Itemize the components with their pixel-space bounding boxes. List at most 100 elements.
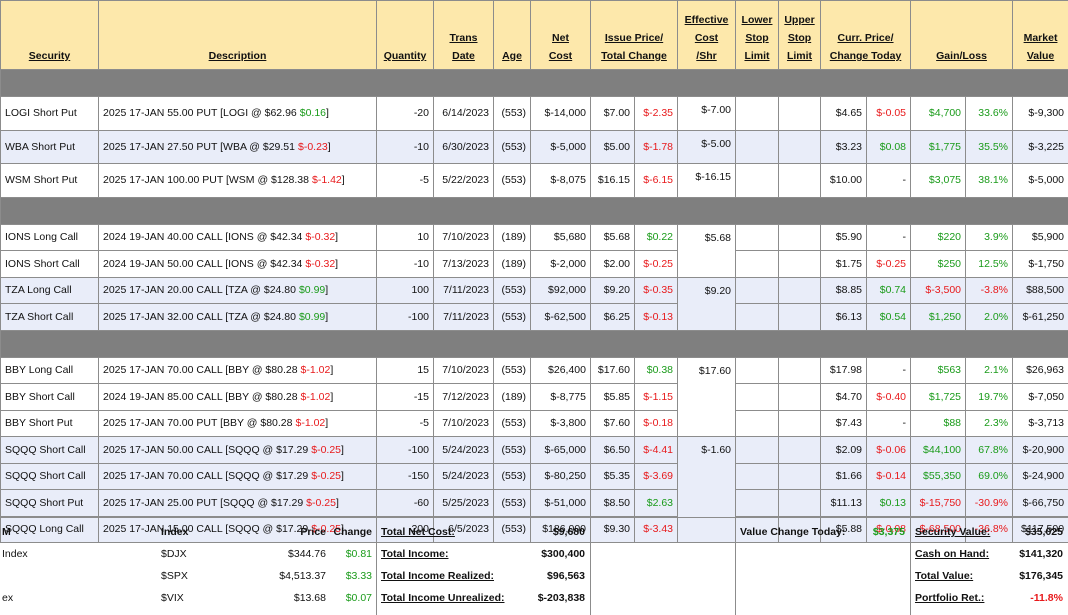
quantity: -10 — [377, 130, 434, 164]
market-value: $-1,750 — [1013, 251, 1068, 278]
security: TZA Long Call — [1, 277, 99, 304]
description-text: 2025 17-JAN 70.00 CALL [BBY @ $80.28 — [103, 364, 298, 376]
description: 2025 17-JAN 55.00 PUT [LOGI @ $62.96$0.1… — [99, 97, 377, 131]
description-text: 2025 17-JAN 27.50 PUT [WBA @ $29.51 — [103, 141, 295, 153]
description-end: ] — [342, 174, 345, 186]
issue-price: $2.00 — [591, 251, 635, 278]
header-line: Date — [438, 47, 489, 65]
description: 2025 17-JAN 70.00 CALL [BBY @ $80.28$-1.… — [99, 357, 377, 384]
security: TZA Short Call — [1, 304, 99, 331]
total-change: $-2.35 — [635, 97, 678, 131]
curr-price: $4.65 — [821, 97, 867, 131]
issue-price: $7.60 — [591, 410, 635, 437]
gain: $1,725 — [911, 384, 966, 411]
curr-price: $7.43 — [821, 410, 867, 437]
gain-pct: 67.8% — [966, 437, 1013, 464]
gain: $220 — [911, 224, 966, 251]
age: (553) — [494, 277, 531, 304]
security: SQQQ Short Call — [1, 437, 99, 464]
column-header: Curr. Price/Change Today — [821, 1, 911, 70]
gain: $55,350 — [911, 463, 966, 490]
header-line: Effective — [682, 11, 731, 29]
security: LOGI Short Put — [1, 97, 99, 131]
upper-stop — [779, 410, 821, 437]
issue-price: $5.68 — [591, 224, 635, 251]
description: 2025 17-JAN 25.00 PUT [SQQQ @ $17.29$-0.… — [99, 490, 377, 517]
gain-pct: -30.9% — [966, 490, 1013, 517]
lower-stop — [736, 277, 779, 304]
header-line: Upper — [783, 11, 816, 29]
curr-price: $10.00 — [821, 164, 867, 198]
underlying-change: $0.99 — [299, 311, 325, 323]
trans-date: 7/10/2023 — [434, 410, 494, 437]
net-cost: $-8,075 — [531, 164, 591, 198]
index-header: Change — [333, 521, 372, 543]
description-text: 2024 19-JAN 40.00 CALL [IONS @ $42.34 — [103, 231, 302, 243]
upper-stop — [779, 384, 821, 411]
issue-price: $5.85 — [591, 384, 635, 411]
curr-price: $6.13 — [821, 304, 867, 331]
column-header: Age — [494, 1, 531, 70]
underlying-change: $-0.32 — [305, 231, 335, 243]
gain: $1,775 — [911, 130, 966, 164]
market-value: $-7,050 — [1013, 384, 1068, 411]
curr-price: $3.23 — [821, 130, 867, 164]
underlying-change: $-1.02 — [295, 417, 325, 429]
total-value: $9,680 — [553, 521, 585, 543]
gain-pct: 69.0% — [966, 463, 1013, 490]
net-cost: $-62,500 — [531, 304, 591, 331]
curr-price: $2.09 — [821, 437, 867, 464]
security: SQQQ Short Put — [1, 490, 99, 517]
header-line: Curr. Price/ — [825, 29, 906, 47]
description-text: 2025 17-JAN 25.00 PUT [SQQQ @ $17.29 — [103, 497, 303, 509]
header-line: Limit — [783, 47, 816, 65]
trans-date: 7/11/2023 — [434, 304, 494, 331]
market-value: $-61,250 — [1013, 304, 1068, 331]
total-change: $-1.15 — [635, 384, 678, 411]
change-today: $-0.14 — [867, 463, 911, 490]
security: SQQQ Short Call — [1, 463, 99, 490]
total-label: Total Net Cost: — [381, 521, 455, 543]
curr-price: $1.75 — [821, 251, 867, 278]
index-cell: $4,513.37 — [279, 565, 326, 587]
net-cost: $-8,775 — [531, 384, 591, 411]
curr-price: $11.13 — [821, 490, 867, 517]
lower-stop — [736, 357, 779, 384]
curr-price: $4.70 — [821, 384, 867, 411]
total-value: $300,400 — [541, 543, 585, 565]
change-today: $-0.40 — [867, 384, 911, 411]
security: IONS Long Call — [1, 224, 99, 251]
description-text: 2025 17-JAN 50.00 CALL [SQQQ @ $17.29 — [103, 444, 308, 456]
total-change: $-0.18 — [635, 410, 678, 437]
underlying-change: $-1.02 — [301, 391, 331, 403]
issue-price: $6.50 — [591, 437, 635, 464]
gain: $250 — [911, 251, 966, 278]
underlying-change: $0.99 — [299, 284, 325, 296]
age: (189) — [494, 384, 531, 411]
index-cell: $DJX — [161, 543, 187, 565]
upper-stop — [779, 357, 821, 384]
quantity: -20 — [377, 97, 434, 131]
header-line: Limit — [740, 47, 774, 65]
net-cost: $92,000 — [531, 277, 591, 304]
lower-stop — [736, 130, 779, 164]
gain-pct: 33.6% — [966, 97, 1013, 131]
security: BBY Short Put — [1, 410, 99, 437]
trans-date: 7/10/2023 — [434, 357, 494, 384]
issue-price: $8.50 — [591, 490, 635, 517]
upper-stop — [779, 224, 821, 251]
index-cell: $344.76 — [288, 543, 326, 565]
trans-date: 7/12/2023 — [434, 384, 494, 411]
value-change-label: Value Change Today: — [740, 521, 845, 543]
effective-cost: $-5.00 — [678, 130, 736, 164]
age: (553) — [494, 490, 531, 517]
upper-stop — [779, 490, 821, 517]
header-line: Lower — [740, 11, 774, 29]
total-label: Total Income Realized: — [381, 565, 494, 587]
issue-price: $5.35 — [591, 463, 635, 490]
